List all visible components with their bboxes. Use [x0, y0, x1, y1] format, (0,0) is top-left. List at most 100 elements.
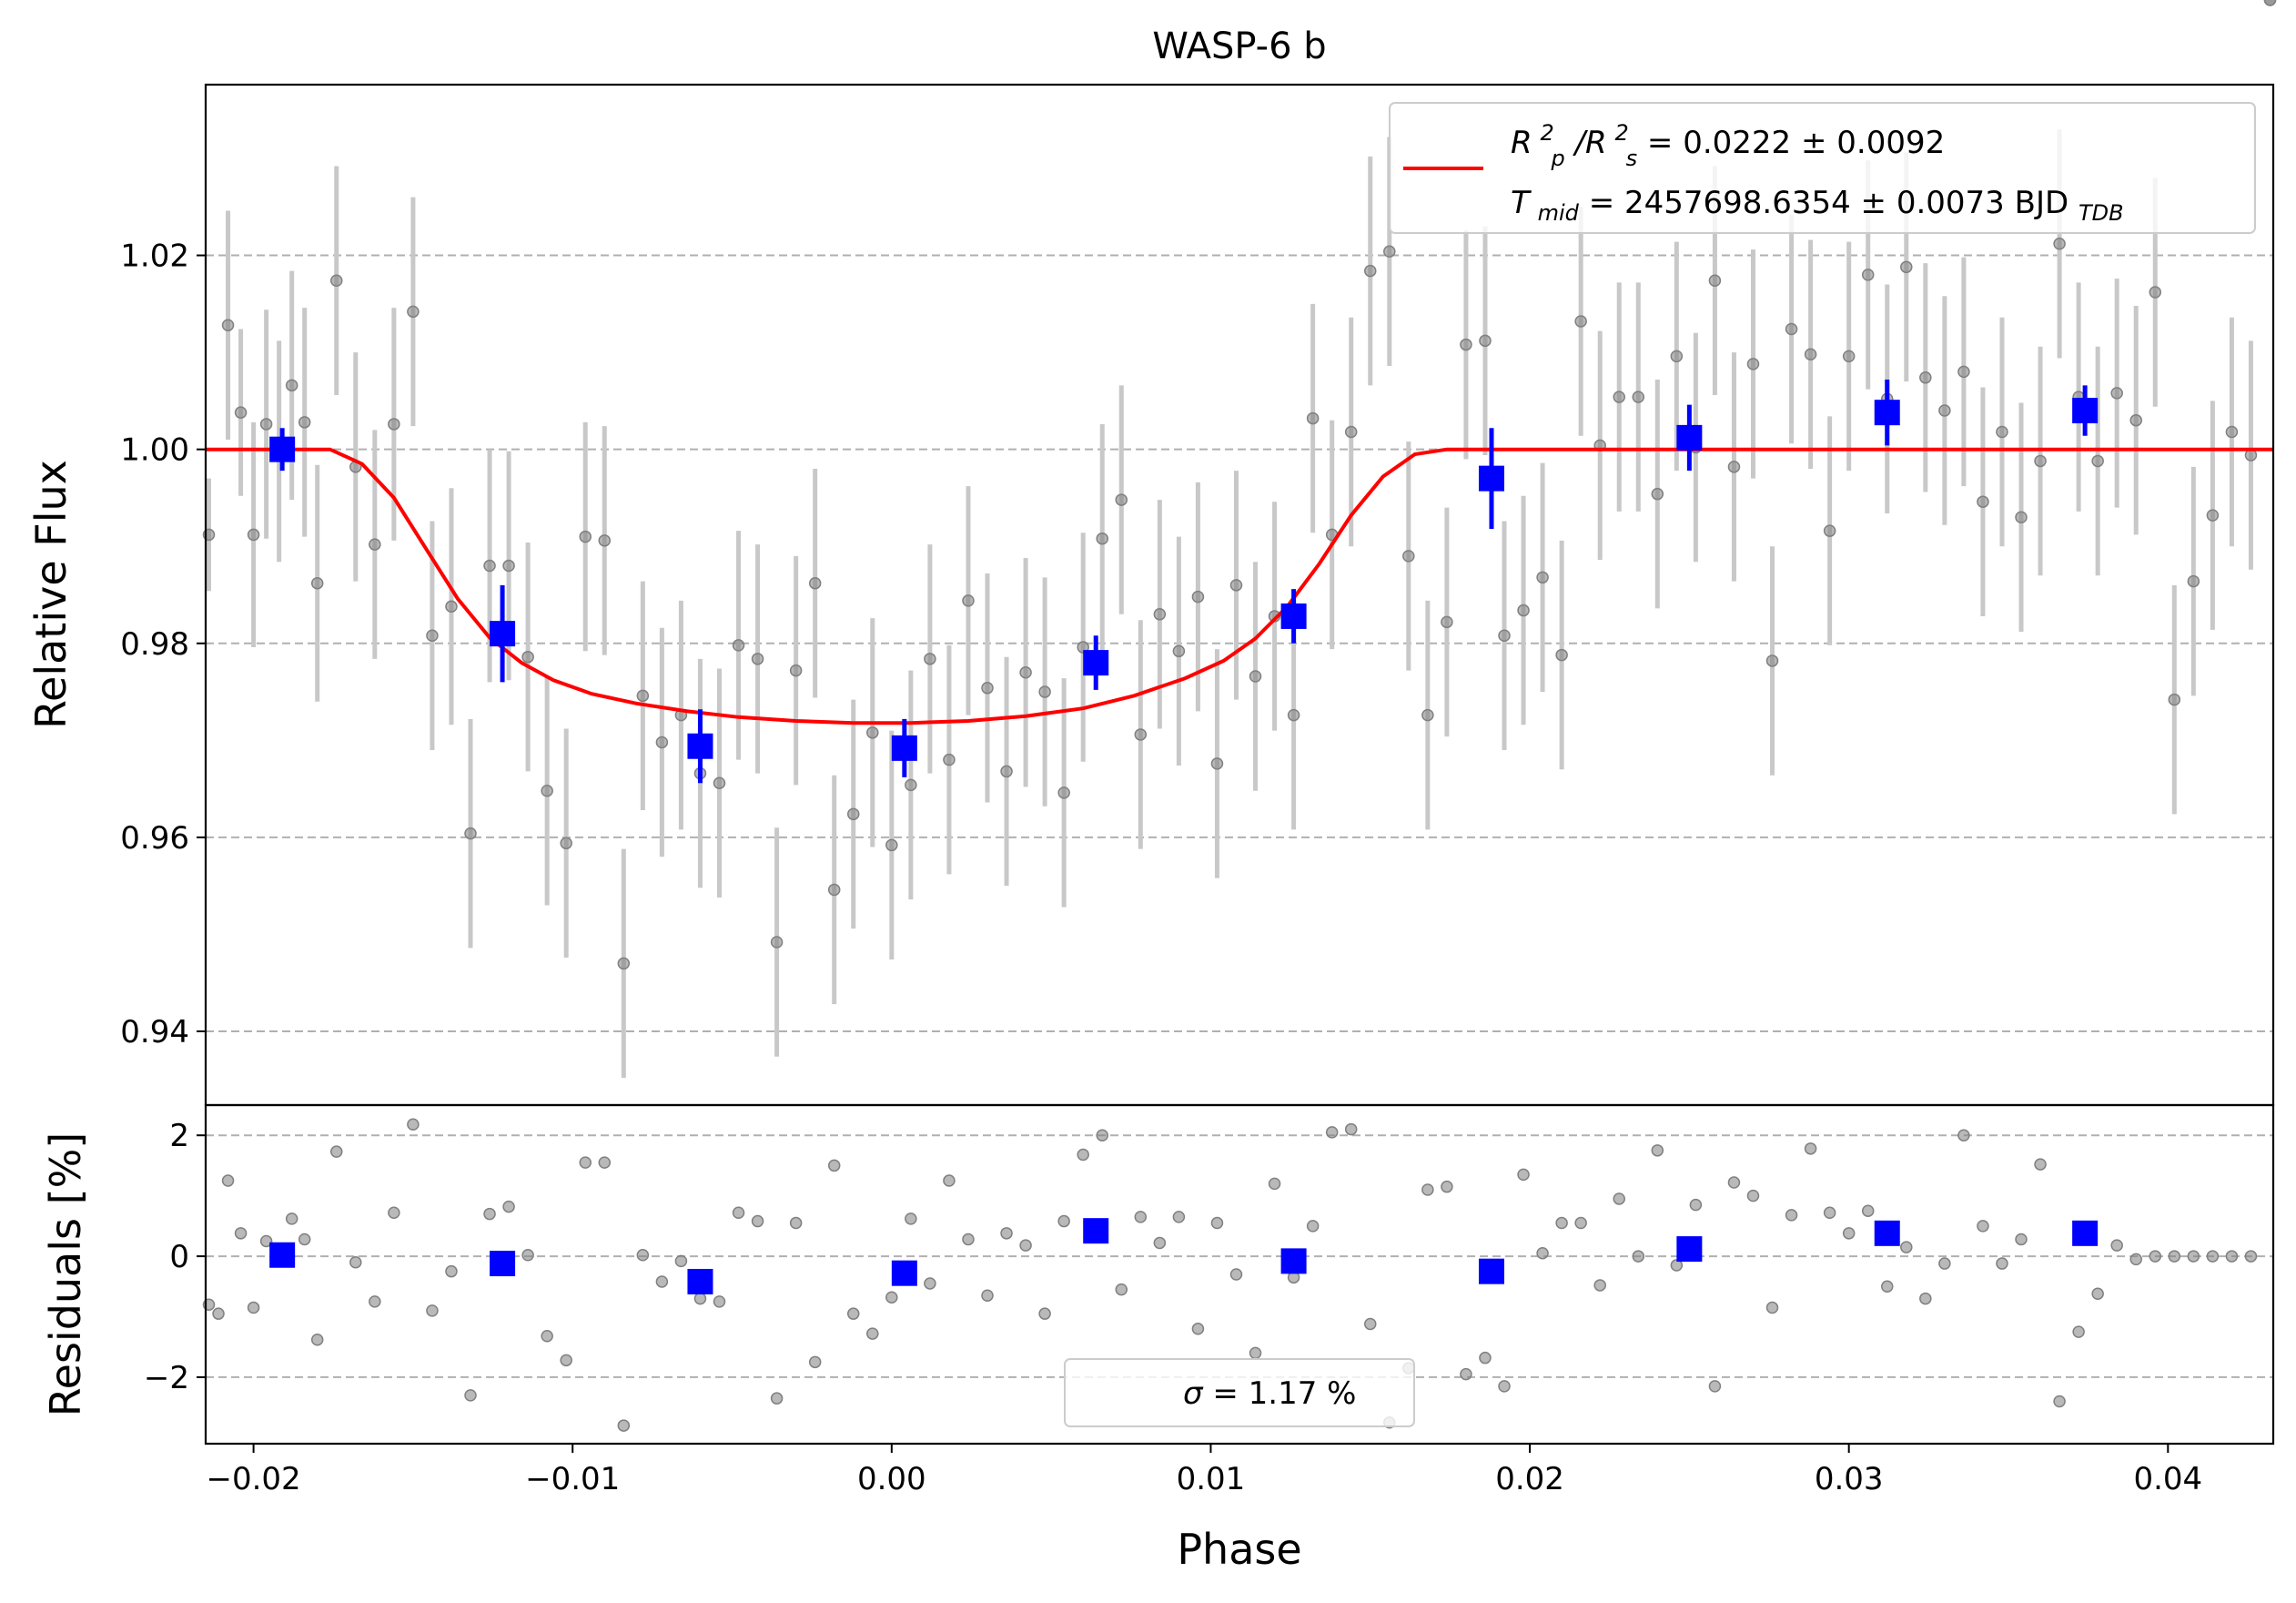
flux-raw-point — [483, 559, 496, 573]
flux-raw-point — [1765, 654, 1779, 667]
residuals-raw-point — [2225, 1250, 2239, 1263]
flux-raw-point — [1441, 615, 1453, 629]
residuals-y-tick-label: −2 — [144, 1360, 189, 1396]
legend-tmid-t: T — [1511, 185, 1532, 221]
flux-raw-point — [847, 807, 860, 821]
flux-raw-point — [1938, 404, 1951, 417]
flux-raw-point — [1038, 685, 1051, 698]
residuals-raw-point — [2091, 1287, 2104, 1301]
flux-raw-point — [1306, 411, 1320, 425]
flux-raw-point — [732, 639, 745, 652]
residuals-raw-point — [1555, 1216, 1568, 1230]
residuals-raw-point — [1651, 1144, 1664, 1157]
residuals-raw-point — [369, 1295, 381, 1308]
flux-raw-point — [1632, 391, 1645, 403]
flux-binned-point — [2072, 398, 2099, 424]
residuals-raw-point — [2072, 1325, 2085, 1338]
flux-raw-point — [388, 418, 400, 431]
residuals-raw-point — [1823, 1206, 1836, 1219]
residuals-binned-point — [1083, 1218, 1109, 1244]
flux-raw-point — [598, 534, 612, 547]
phase-x-axis-title: Phase — [1177, 1525, 1301, 1574]
residuals-raw-point — [234, 1227, 248, 1240]
flux-raw-point — [234, 406, 248, 419]
residuals-raw-point — [617, 1419, 631, 1432]
flux-raw-point — [943, 753, 956, 766]
residuals-raw-point — [1670, 1259, 1684, 1272]
residuals-binned-point — [2072, 1220, 2099, 1246]
flux-raw-point — [789, 664, 803, 677]
residuals-raw-point — [943, 1174, 956, 1187]
flux-raw-point — [808, 576, 822, 590]
residuals-raw-point — [1536, 1247, 1549, 1260]
flux-raw-point — [407, 305, 420, 319]
residuals-raw-point — [349, 1255, 362, 1269]
flux-binned-point — [490, 621, 516, 647]
flux-raw-point — [1287, 708, 1300, 722]
flux-y-axis-title: Relative Flux — [26, 460, 76, 729]
flux-raw-point — [1670, 350, 1684, 363]
residuals-raw-point — [2129, 1253, 2142, 1266]
residuals-raw-point — [808, 1355, 822, 1369]
residuals-raw-point — [1019, 1239, 1032, 1252]
residuals-raw-point — [1000, 1227, 1013, 1240]
flux-raw-point — [1383, 245, 1396, 259]
phase-x-tick-label: 0.00 — [857, 1461, 926, 1497]
residuals-raw-point — [1708, 1380, 1722, 1393]
flux-y-ticks: 0.94 0.96 0.98 1.00 1.02 — [120, 238, 206, 1050]
flux-raw-point — [369, 538, 381, 551]
flux-raw-point — [713, 776, 726, 789]
residuals-raw-point — [713, 1295, 726, 1308]
flux-raw-point — [1708, 274, 1722, 287]
residuals-binned-point — [490, 1251, 516, 1277]
residuals-raw-point — [2149, 1250, 2162, 1263]
legend-depth-label: R 2 p /R 2 s = 0.0222 ± 0.0092 — [1511, 112, 1945, 174]
flux-binned-point — [687, 733, 713, 759]
residuals-raw-point — [445, 1264, 458, 1278]
residuals-raw-point — [1996, 1257, 2008, 1270]
residuals-raw-point — [407, 1118, 420, 1131]
legend-depth-rp-sup: 2 — [1540, 120, 1553, 146]
flux-raw-point — [1057, 786, 1070, 799]
residuals-raw-point — [285, 1212, 298, 1225]
flux-raw-point — [1785, 322, 1798, 336]
flux-raw-point — [1613, 391, 1625, 403]
chart-title: WASP-6 b — [1152, 25, 1326, 67]
flux-raw-point — [1172, 644, 1186, 658]
flux-raw-point — [1479, 334, 1492, 348]
flux-raw-point — [1823, 524, 1836, 537]
residuals-raw-point — [1593, 1279, 1606, 1292]
residuals-raw-point — [1632, 1250, 1645, 1263]
residuals-binned-point — [891, 1260, 917, 1286]
flux-raw-point — [426, 629, 439, 643]
flux-binned-errorbars — [279, 379, 2088, 784]
flux-raw-point — [298, 416, 311, 429]
flux-raw-point — [310, 576, 324, 590]
legend-sigma-value: = 1.17 % — [1212, 1375, 1356, 1412]
flux-raw-point — [1804, 348, 1817, 360]
flux-raw-point — [1077, 641, 1089, 654]
flux-raw-point — [1210, 757, 1224, 770]
flux-raw-point — [1000, 765, 1013, 778]
flux-raw-point — [1249, 670, 1262, 683]
flux-raw-point — [2187, 574, 2200, 588]
residuals-raw-point — [247, 1301, 260, 1314]
flux-raw-point — [560, 837, 572, 850]
phase-x-ticks: −0.02 −0.01 0.00 0.01 0.02 0.03 0.04 — [206, 1444, 2202, 1497]
residuals-raw-point — [2053, 1395, 2066, 1408]
flux-raw-point — [259, 418, 273, 431]
flux-raw-point — [330, 274, 343, 287]
flux-raw-point — [1421, 708, 1434, 722]
legend-depth-rs: /R — [1573, 125, 1607, 161]
residuals-binned-points — [269, 1218, 2099, 1294]
flux-raw-point — [2110, 387, 2123, 400]
residuals-raw-point — [1900, 1241, 1913, 1253]
flux-binned-point — [1676, 424, 1703, 451]
residuals-raw-point — [388, 1206, 400, 1219]
flux-raw-point — [2091, 454, 2104, 468]
flux-raw-point — [1555, 648, 1568, 662]
residuals-raw-point — [1574, 1216, 1587, 1230]
phase-x-tick-label: 0.04 — [2133, 1461, 2202, 1497]
flux-raw-point — [1229, 579, 1243, 592]
